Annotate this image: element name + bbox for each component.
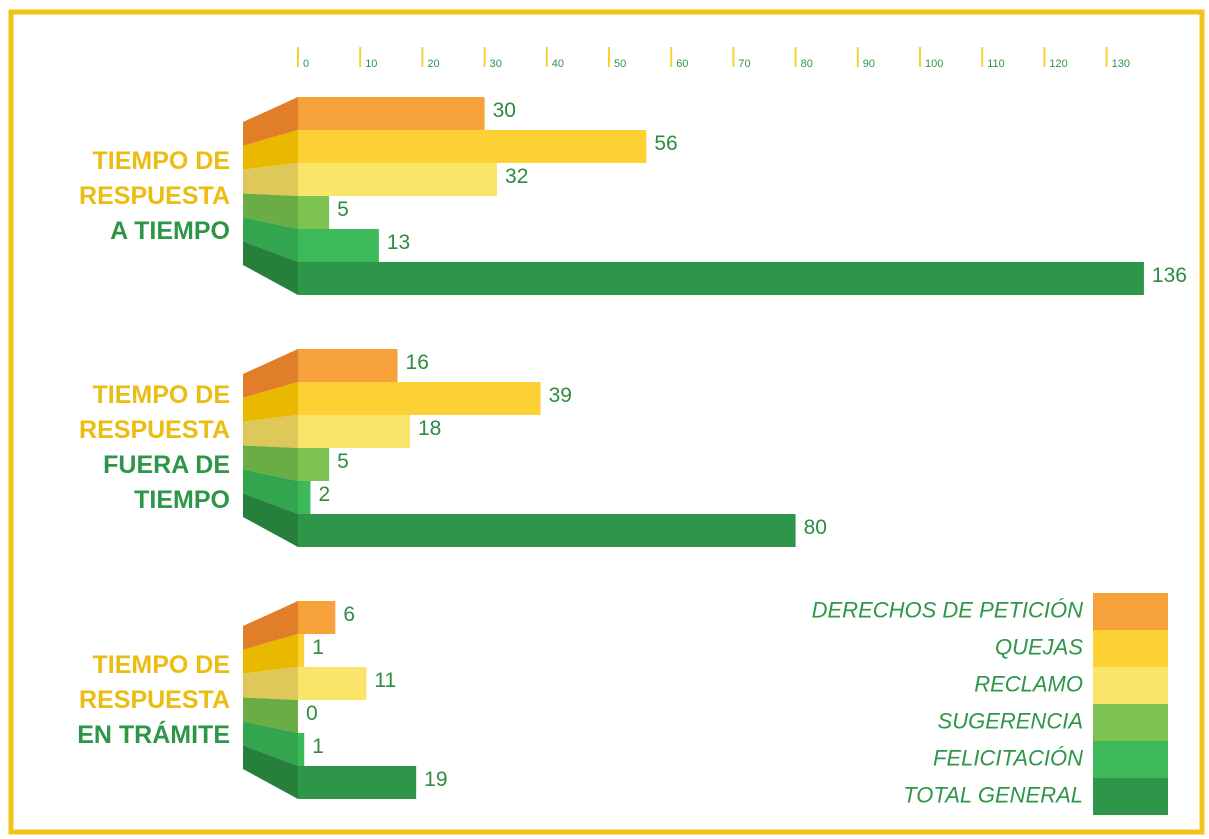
group-label: TIEMPO DE RESPUESTA EN TRÁMITE [60,648,230,753]
bar-side [243,217,298,262]
bar-side [243,193,298,229]
data-label: 5 [337,450,349,473]
bar [298,448,330,481]
data-label: 6 [343,603,355,626]
x-tick-label: 50 [614,58,626,70]
bar-side [243,745,298,799]
data-label: 19 [424,768,447,791]
bar-side [243,697,298,733]
data-label: 80 [804,516,827,539]
frame [8,9,1205,835]
group-label-name: FUERA DE TIEMPO [103,451,230,514]
x-tick-label: 120 [1049,58,1067,70]
data-label: 1 [312,735,324,758]
bar [298,97,485,130]
legend-swatch [1093,593,1168,630]
data-label: 11 [374,669,396,692]
bar-side [243,469,298,514]
bar [298,415,410,448]
bar [298,634,305,667]
legend-swatch [1093,778,1168,815]
bar [298,601,336,634]
bar-side [243,415,298,448]
bar [298,733,305,766]
group-label-prefix: TIEMPO DE RESPUESTA [79,650,230,714]
bar [298,196,330,229]
group-label: TIEMPO DE RESPUESTA FUERA DE TIEMPO [60,378,230,518]
bar [298,667,367,700]
bar-side [243,445,298,481]
legend-swatch [1093,630,1168,667]
legend-swatch [1093,741,1168,778]
bar [298,130,647,163]
bar [298,262,1144,295]
data-label: 136 [1152,264,1187,287]
data-label: 16 [406,351,429,374]
bar-side [243,349,298,398]
x-tick-label: 20 [427,58,439,70]
data-label: 18 [418,417,441,440]
x-tick-label: 40 [552,58,564,70]
bar [298,382,541,415]
x-tick-label: 0 [303,58,309,70]
legend-label: TOTAL GENERAL [903,782,1083,807]
x-tick-label: 90 [863,58,875,70]
data-label: 1 [312,636,324,659]
legend-label: FELICITACIÓN [933,745,1083,770]
group-label-name: EN TRÁMITE [77,720,230,749]
x-tick-label: 130 [1112,58,1130,70]
bar-side [243,163,298,196]
group-label-prefix: TIEMPO DE RESPUESTA [79,381,230,444]
bar-side [243,601,298,650]
bar-side [243,721,298,766]
bar [298,481,311,514]
bar-side [243,634,298,674]
bar-side [243,382,298,422]
x-tick-label: 10 [365,58,377,70]
data-label: 32 [505,165,528,188]
legend-swatch [1093,704,1168,741]
bar-side [243,493,298,547]
group-label-name: A TIEMPO [110,216,230,245]
x-tick-label: 100 [925,58,943,70]
bar [298,349,398,382]
data-label: 0 [306,702,318,725]
x-tick-label: 110 [987,58,1005,70]
bar [298,766,417,799]
data-label: 5 [337,198,349,221]
legend-swatch [1093,667,1168,704]
legend-label: QUEJAS [995,634,1083,659]
x-tick-label: 70 [738,58,750,70]
bar-side [243,130,298,170]
legend-label: SUGERENCIA [938,708,1083,733]
x-tick-label: 30 [490,58,502,70]
bar [298,229,379,262]
x-tick-label: 80 [801,58,813,70]
legend-label: DERECHOS DE PETICIÓN [812,597,1083,622]
data-label: 56 [654,132,677,155]
group-label-prefix: TIEMPO DE RESPUESTA [79,146,230,210]
bar [298,514,796,547]
data-label: 13 [387,231,410,254]
bar-side [243,97,298,146]
group-label: TIEMPO DE RESPUESTA A TIEMPO [60,144,230,249]
bar-side [243,667,298,700]
data-label: 2 [318,483,330,506]
data-label: 39 [549,384,572,407]
bar-side [243,241,298,295]
legend-label: RECLAMO [974,671,1083,696]
bar [298,163,498,196]
data-label: 30 [493,99,516,122]
x-tick-label: 60 [676,58,688,70]
